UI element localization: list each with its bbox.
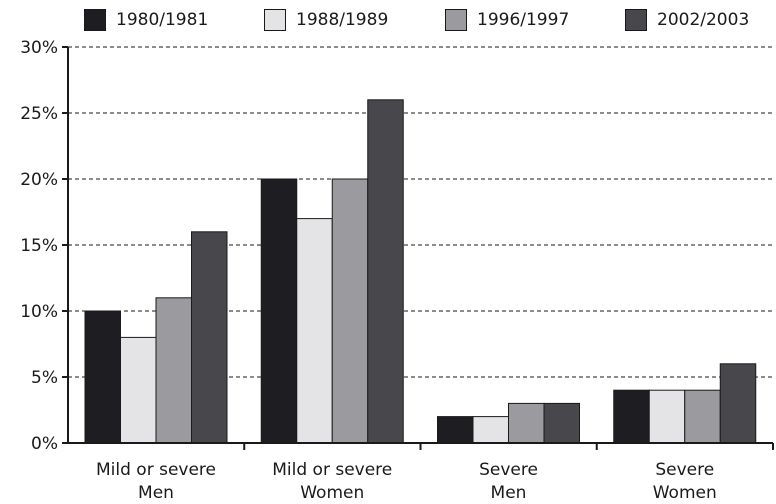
legend-item-1988-1989: 1988/1989 <box>264 7 388 33</box>
legend-swatch-1988-1989 <box>264 9 286 31</box>
x-category-label: Severe Women <box>653 460 717 503</box>
bar <box>684 389 721 444</box>
bar <box>296 218 333 444</box>
legend-item-1996-1997: 1996/1997 <box>445 7 569 33</box>
bar <box>437 416 474 444</box>
bar <box>648 389 686 444</box>
bar <box>719 363 757 444</box>
bar <box>191 231 228 444</box>
legend-label-1980-1981: 1980/1981 <box>116 10 209 30</box>
bar <box>331 178 369 444</box>
x-category-label: Severe Men <box>479 460 538 503</box>
bar <box>508 402 545 444</box>
legend-label-1996-1997: 1996/1997 <box>477 10 570 30</box>
bar <box>260 178 298 444</box>
axes <box>62 46 774 450</box>
x-category-label: Mild or severe Men <box>96 460 216 503</box>
legend-label-2002-2003: 2002/2003 <box>657 10 750 30</box>
legend-swatch-1980-1981 <box>84 9 106 31</box>
grid-lines <box>68 46 773 378</box>
legend-item-2002-2003: 2002/2003 <box>625 7 749 33</box>
y-tick-labels: 0% 5% 10% 15% 20% 25% 30% <box>20 38 58 454</box>
bar <box>155 297 192 444</box>
legend-swatch-2002-2003 <box>625 9 647 31</box>
y-tick-label: 25% <box>20 104 58 124</box>
y-tick-label: 5% <box>31 368 58 388</box>
bar <box>472 416 509 444</box>
legend: 1980/1981 1988/1989 1996/1997 2002/2003 <box>0 0 776 40</box>
legend-label-1988-1989: 1988/1989 <box>296 10 389 30</box>
y-tick-label: 30% <box>20 38 58 58</box>
x-category-labels: Mild or severe Men Mild or severe Women Seve… <box>96 460 717 503</box>
bars <box>84 99 757 444</box>
bar <box>613 389 650 444</box>
legend-item-1980-1981: 1980/1981 <box>84 7 208 33</box>
legend-swatch-1996-1997 <box>445 9 467 31</box>
y-tick-label: 20% <box>20 170 58 190</box>
y-tick-label: 10% <box>20 302 58 322</box>
bar <box>367 99 404 444</box>
bar <box>84 310 121 444</box>
bar <box>543 402 580 444</box>
bar <box>120 336 157 444</box>
x-category-label: Mild or severe Women <box>272 460 392 503</box>
y-tick-label: 15% <box>20 236 58 256</box>
y-tick-label: 0% <box>31 434 58 454</box>
